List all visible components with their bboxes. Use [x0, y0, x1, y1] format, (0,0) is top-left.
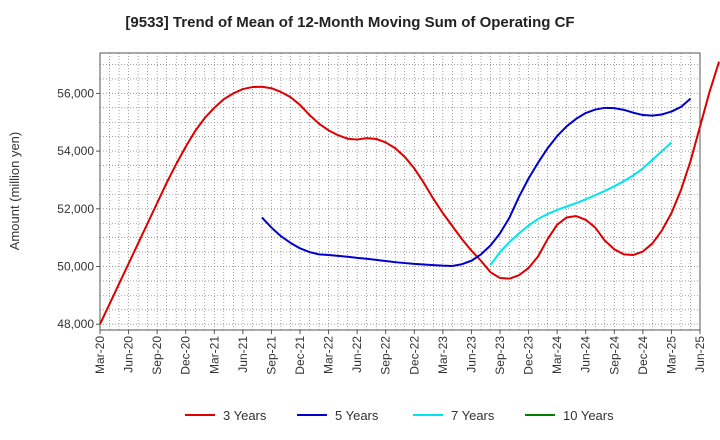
x-tick-label: Sep-24 — [607, 336, 621, 375]
x-tick-label: Jun-20 — [122, 336, 136, 373]
legend-label: 3 Years — [223, 408, 267, 423]
series-line-5-years — [261, 97, 692, 267]
series-line-7-years — [489, 141, 673, 266]
x-tick-label: Mar-20 — [93, 336, 107, 374]
series-lines — [99, 61, 720, 325]
legend: 3 Years 5 Years 7 Years 10 Years — [185, 408, 614, 423]
x-tick-label: Dec-22 — [407, 336, 421, 375]
x-axis: Mar-20 Jun-20 Sep-20 Dec-20 Mar-21 Jun-21 Sep-… — [93, 330, 707, 375]
y-tick-label: 48,000 — [57, 317, 94, 331]
x-tick-label: Sep-23 — [493, 336, 507, 375]
x-tick-label: Mar-21 — [207, 336, 221, 374]
x-tick-label: Sep-21 — [264, 336, 278, 375]
x-tick-label: Jun-22 — [350, 336, 364, 373]
y-tick-label: 56,000 — [57, 86, 94, 100]
x-tick-label: Jun-24 — [579, 336, 593, 373]
x-tick-label: Dec-24 — [636, 336, 650, 375]
series-line-3-years — [99, 61, 720, 325]
chart-title: [9533] Trend of Mean of 12-Month Moving … — [125, 14, 574, 31]
x-tick-label: Dec-23 — [522, 336, 536, 375]
x-tick-label: Sep-22 — [379, 336, 393, 375]
x-tick-label: Mar-24 — [550, 336, 564, 374]
x-tick-label: Jun-21 — [236, 336, 250, 373]
y-tick-label: 50,000 — [57, 260, 94, 274]
y-axis-label: Amount (million yen) — [7, 132, 22, 251]
x-tick-label: Dec-20 — [179, 336, 193, 375]
y-tick-label: 54,000 — [57, 144, 94, 158]
plot-frame — [99, 52, 701, 331]
y-axis: 48,000 50,000 52,000 54,000 56,000 — [57, 86, 100, 331]
x-tick-label: Dec-21 — [293, 336, 307, 375]
x-tick-label: Jun-25 — [693, 336, 707, 373]
x-tick-label: Jun-23 — [464, 336, 478, 373]
x-tick-label: Mar-23 — [436, 336, 450, 374]
y-tick-label: 52,000 — [57, 202, 94, 216]
grid — [100, 53, 700, 330]
x-tick-label: Mar-22 — [322, 336, 336, 374]
x-tick-label: Mar-25 — [664, 336, 678, 374]
legend-label: 7 Years — [451, 408, 495, 423]
x-tick-label: Sep-20 — [150, 336, 164, 375]
legend-label: 10 Years — [563, 408, 614, 423]
legend-label: 5 Years — [335, 408, 379, 423]
